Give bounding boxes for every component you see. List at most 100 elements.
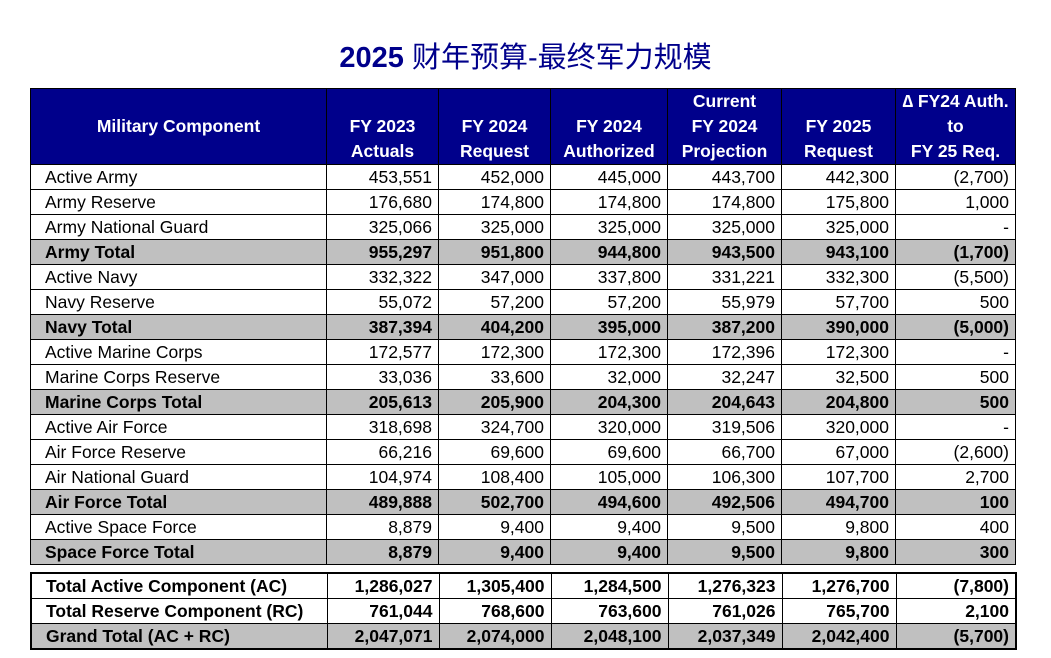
- value-cell: 57,200: [438, 289, 551, 315]
- value-cell: 452,000: [438, 164, 551, 190]
- value-cell: 9,500: [667, 514, 782, 540]
- row-label: Navy Total: [30, 314, 327, 340]
- value-cell: 204,300: [550, 389, 668, 415]
- value-cell: 318,698: [326, 414, 439, 440]
- value-cell: 106,300: [667, 464, 782, 490]
- title-year: 2025: [339, 42, 404, 74]
- value-cell: 9,400: [550, 514, 668, 540]
- value-cell: 69,600: [550, 439, 668, 465]
- page-title: 2025 财年预算-最终军力规模: [0, 34, 1051, 76]
- table-row: Active Marine Corps 172,577 172,300 172,300…: [30, 339, 1016, 365]
- table-row: Active Navy 332,322 347,000 337,800 331,221 3…: [30, 264, 1016, 290]
- value-cell: 944,800: [550, 239, 668, 265]
- value-cell: 66,700: [667, 439, 782, 465]
- total-row: Air Force Total 489,888 502,700 494,600 492,…: [30, 489, 1016, 515]
- value-cell: 325,000: [781, 214, 896, 240]
- total-row: Army Total 955,297 951,800 944,800 943,500 94…: [30, 239, 1016, 265]
- value-cell: 8,879: [326, 514, 439, 540]
- value-cell: (1,700): [895, 239, 1016, 265]
- value-cell: 32,000: [550, 364, 668, 390]
- table-row: Marine Corps Reserve 33,036 33,600 32,000 32…: [30, 364, 1016, 390]
- value-cell: 390,000: [781, 314, 896, 340]
- row-label: Army Total: [30, 239, 327, 265]
- table-row: Active Space Force 8,879 9,400 9,400 9,500 9,…: [30, 514, 1016, 540]
- value-cell: 320,000: [550, 414, 668, 440]
- value-cell: 176,680: [326, 189, 439, 215]
- value-cell: 500: [895, 389, 1016, 415]
- value-cell: 205,613: [326, 389, 439, 415]
- value-cell: 172,396: [667, 339, 782, 365]
- value-cell: 494,700: [781, 489, 896, 515]
- title-text: 财年预算-最终军力规模: [411, 42, 712, 74]
- value-cell: 2,047,071: [326, 623, 440, 650]
- value-cell: 943,500: [667, 239, 782, 265]
- row-label: Navy Reserve: [30, 289, 327, 315]
- value-cell: 55,979: [667, 289, 782, 315]
- value-cell: 2,700: [895, 464, 1016, 490]
- value-cell: 943,100: [781, 239, 896, 265]
- table-row: Air Force Reserve 66,216 69,600 69,600 66,70…: [30, 439, 1016, 465]
- value-cell: 325,066: [326, 214, 439, 240]
- value-cell: -: [895, 339, 1016, 365]
- value-cell: (2,600): [895, 439, 1016, 465]
- value-cell: 9,400: [438, 514, 551, 540]
- value-cell: 332,300: [781, 264, 896, 290]
- table-row: Air National Guard 104,974 108,400 105,000 1…: [30, 464, 1016, 490]
- value-cell: 174,800: [667, 189, 782, 215]
- value-cell: 400: [895, 514, 1016, 540]
- value-cell: 9,400: [550, 539, 668, 565]
- value-cell: 445,000: [550, 164, 668, 190]
- value-cell: 172,300: [550, 339, 668, 365]
- value-cell: 325,000: [550, 214, 668, 240]
- row-label: Air National Guard: [30, 464, 327, 490]
- value-cell: 1,286,027: [326, 572, 440, 599]
- value-cell: (5,500): [895, 264, 1016, 290]
- value-cell: 443,700: [667, 164, 782, 190]
- value-cell: 57,200: [550, 289, 668, 315]
- value-cell: 300: [895, 539, 1016, 565]
- value-cell: 33,036: [326, 364, 439, 390]
- value-cell: 33,600: [438, 364, 551, 390]
- value-cell: 494,600: [550, 489, 668, 515]
- row-label: Active Marine Corps: [30, 339, 327, 365]
- row-label: Air Force Reserve: [30, 439, 327, 465]
- value-cell: 502,700: [438, 489, 551, 515]
- value-cell: 1,000: [895, 189, 1016, 215]
- table-row: Active Army 453,551 452,000 445,000 443,700 4…: [30, 164, 1016, 190]
- table-row: Army National Guard 325,066 325,000 325,000…: [30, 214, 1016, 240]
- value-cell: 324,700: [438, 414, 551, 440]
- column-header: FY 2023 Actuals: [326, 88, 439, 165]
- value-cell: 442,300: [781, 164, 896, 190]
- value-cell: 57,700: [781, 289, 896, 315]
- value-cell: 2,042,400: [781, 623, 897, 650]
- column-header: Military Component: [30, 88, 327, 165]
- row-label: Active Space Force: [30, 514, 327, 540]
- column-header: FY 2024 Request: [438, 88, 551, 165]
- value-cell: 66,216: [326, 439, 439, 465]
- value-cell: (5,700): [895, 623, 1017, 650]
- value-cell: 204,643: [667, 389, 782, 415]
- value-cell: 347,000: [438, 264, 551, 290]
- value-cell: 500: [895, 364, 1016, 390]
- value-cell: (7,800): [895, 572, 1017, 599]
- value-cell: 332,322: [326, 264, 439, 290]
- value-cell: 765,700: [781, 598, 897, 624]
- value-cell: 172,300: [438, 339, 551, 365]
- value-cell: 489,888: [326, 489, 439, 515]
- row-label: Air Force Total: [30, 489, 327, 515]
- value-cell: 204,800: [781, 389, 896, 415]
- value-cell: (5,000): [895, 314, 1016, 340]
- header-row: Military Component FY 2023 Actuals FY 2024 R…: [30, 88, 1016, 165]
- value-cell: 500: [895, 289, 1016, 315]
- value-cell: (2,700): [895, 164, 1016, 190]
- row-label: Active Army: [30, 164, 327, 190]
- table-row: Total Active Component (AC) 1,286,027 1,30…: [30, 572, 1017, 599]
- value-cell: 1,276,323: [667, 572, 783, 599]
- table-row: Army Reserve 176,680 174,800 174,800 174,800…: [30, 189, 1016, 215]
- value-cell: 955,297: [326, 239, 439, 265]
- value-cell: 395,000: [550, 314, 668, 340]
- row-label: Army Reserve: [30, 189, 327, 215]
- value-cell: 100: [895, 489, 1016, 515]
- row-label: Active Air Force: [30, 414, 327, 440]
- value-cell: 2,037,349: [667, 623, 783, 650]
